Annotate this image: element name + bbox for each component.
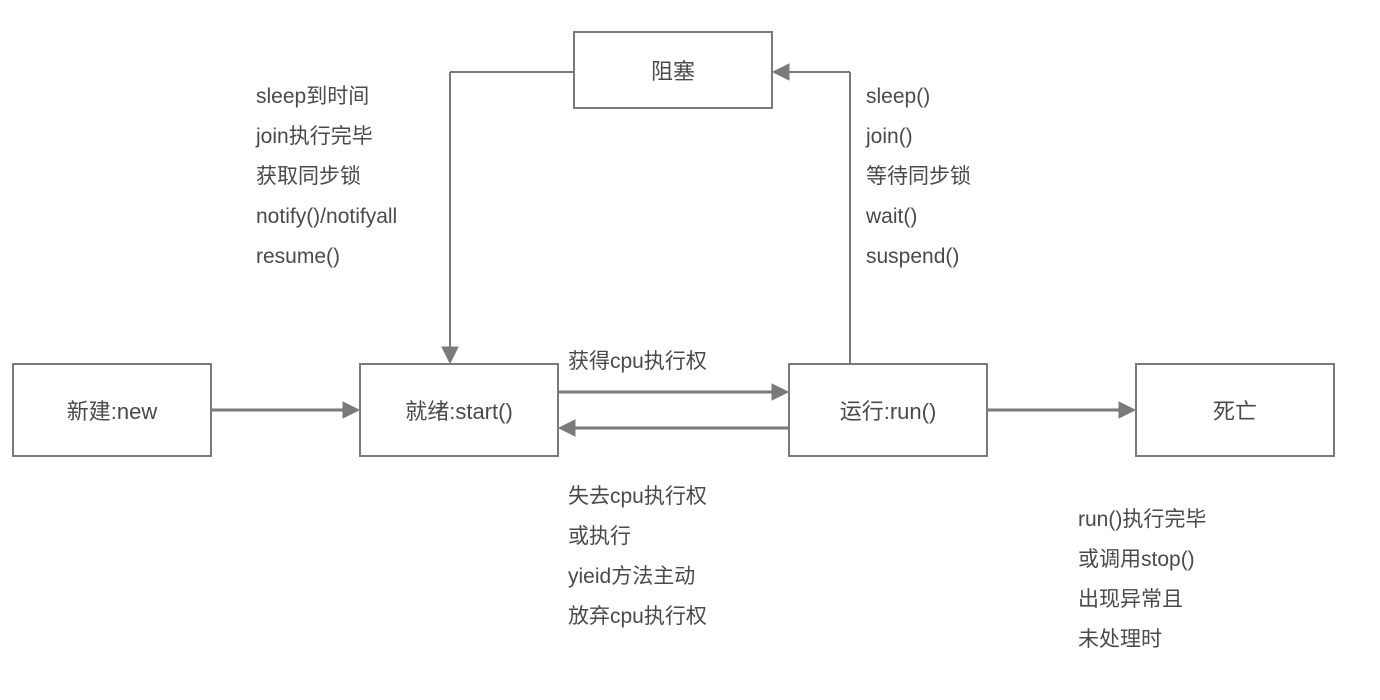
node-new-label: 新建:new xyxy=(67,394,157,426)
edge-run-to-dead xyxy=(988,402,1135,418)
node-run-label: 运行:run() xyxy=(840,394,937,426)
label-blocked-to-start: sleep到时间 join执行完毕 获取同步锁 notify()/notifya… xyxy=(256,77,397,276)
edge-new-to-start xyxy=(212,402,359,418)
label-run-to-blocked: sleep() join() 等待同步锁 wait() suspend() xyxy=(866,77,971,276)
node-start: 就绪:start() xyxy=(359,363,559,457)
node-new: 新建:new xyxy=(12,363,212,457)
node-run: 运行:run() xyxy=(788,363,988,457)
edge-blocked-to-start xyxy=(442,72,573,363)
label-run-to-start: 失去cpu执行权 或执行 yieid方法主动 放弃cpu执行权 xyxy=(568,477,707,637)
node-blocked: 阻塞 xyxy=(573,31,773,109)
node-start-label: 就绪:start() xyxy=(405,394,513,426)
node-blocked-label: 阻塞 xyxy=(651,54,695,86)
edge-run-to-start xyxy=(559,420,788,436)
label-start-to-run: 获得cpu执行权 xyxy=(568,342,707,382)
node-dead-label: 死亡 xyxy=(1213,394,1257,426)
node-dead: 死亡 xyxy=(1135,363,1335,457)
diagram-stage: 新建:new 就绪:start() 运行:run() 死亡 阻塞 sleep到时… xyxy=(0,0,1380,700)
edge-run-to-blocked xyxy=(773,64,850,363)
label-dead-note: run()执行完毕 或调用stop() 出现异常且 未处理时 xyxy=(1078,500,1206,660)
edge-start-to-run xyxy=(559,384,788,400)
